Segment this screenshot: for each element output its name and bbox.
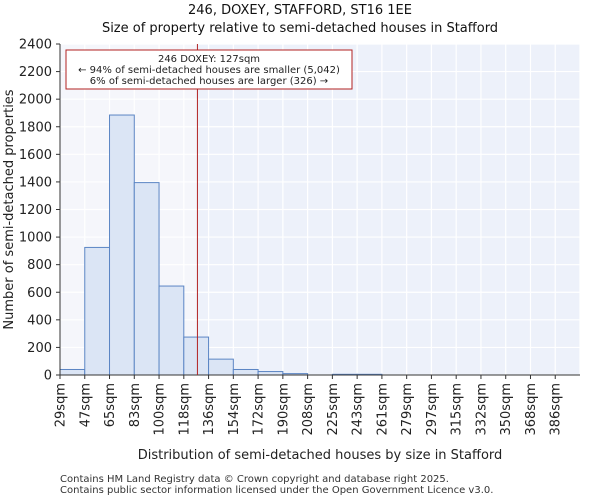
- chart-subtitle: Size of property relative to semi-detach…: [101, 21, 499, 36]
- x-tick-label: 261sqm: [375, 383, 390, 436]
- y-axis-title: Number of semi-detached properties: [2, 89, 17, 329]
- annotation-smaller: ← 94% of semi-detached houses are smalle…: [78, 65, 340, 76]
- x-tick-label: 243sqm: [351, 383, 366, 436]
- x-tick-label: 332sqm: [474, 383, 489, 436]
- x-tick-label: 279sqm: [400, 383, 415, 436]
- histogram-chart: 0 200 400 600 800 1000 1200 1400 1600 1800 2000 220…: [2, 38, 581, 463]
- x-axis-title: Distribution of semi-detached houses by …: [138, 448, 503, 463]
- bar: [232, 368, 259, 376]
- x-tick-label: 368sqm: [524, 383, 539, 436]
- y-tick-label: 1600: [19, 148, 52, 163]
- x-tick-label: 386sqm: [549, 383, 564, 436]
- bar: [208, 358, 234, 376]
- bar: [133, 182, 160, 376]
- bar: [84, 246, 111, 376]
- y-tick-label: 400: [27, 313, 52, 328]
- y-tick-label: 1800: [19, 120, 52, 135]
- x-tick-label: 315sqm: [450, 383, 465, 436]
- y-tick-label: 200: [27, 341, 52, 356]
- y-tick-label: 2000: [19, 93, 52, 108]
- bar: [257, 371, 284, 376]
- x-tick-label: 154sqm: [227, 383, 242, 436]
- footer-licence: Contains public sector information licen…: [60, 485, 494, 496]
- x-tick-label: 118sqm: [177, 383, 192, 436]
- y-tick-label: 1200: [19, 203, 52, 218]
- y-tick-label: 0: [44, 369, 52, 384]
- y-tick-label: 2200: [19, 65, 52, 80]
- bar: [158, 285, 185, 376]
- x-tick-label: 350sqm: [499, 383, 514, 436]
- x-tick-label: 29sqm: [54, 383, 69, 427]
- x-tick-label: 225sqm: [326, 383, 341, 436]
- annotation-box: [65, 49, 353, 90]
- x-tick-label: 47sqm: [78, 383, 93, 427]
- y-tick-label: 1400: [19, 175, 52, 190]
- x-tick-label: 136sqm: [202, 383, 217, 436]
- annotation-label: 246 DOXEY: 127sqm: [158, 54, 260, 65]
- y-tick-label: 1000: [19, 231, 52, 246]
- x-tick-label: 65sqm: [103, 383, 118, 427]
- x-tick-label: 190sqm: [276, 383, 291, 436]
- footer-copyright: Contains HM Land Registry data © Crown c…: [60, 474, 449, 485]
- annotation-larger: 6% of semi-detached houses are larger (3…: [90, 76, 328, 87]
- bar: [109, 114, 135, 376]
- x-tick-label: 297sqm: [425, 383, 440, 436]
- chart-title: 246, DOXEY, STAFFORD, ST16 1EE: [188, 3, 412, 18]
- x-tick-label: 83sqm: [128, 383, 143, 427]
- y-tick-label: 2400: [19, 38, 52, 53]
- y-tick-label: 800: [27, 258, 52, 273]
- bar: [183, 336, 210, 376]
- x-tick-label: 208sqm: [301, 383, 316, 436]
- x-tick-label: 172sqm: [252, 383, 267, 436]
- bar: [59, 368, 86, 376]
- y-tick-label: 600: [27, 286, 52, 301]
- x-tick-label: 100sqm: [153, 383, 168, 436]
